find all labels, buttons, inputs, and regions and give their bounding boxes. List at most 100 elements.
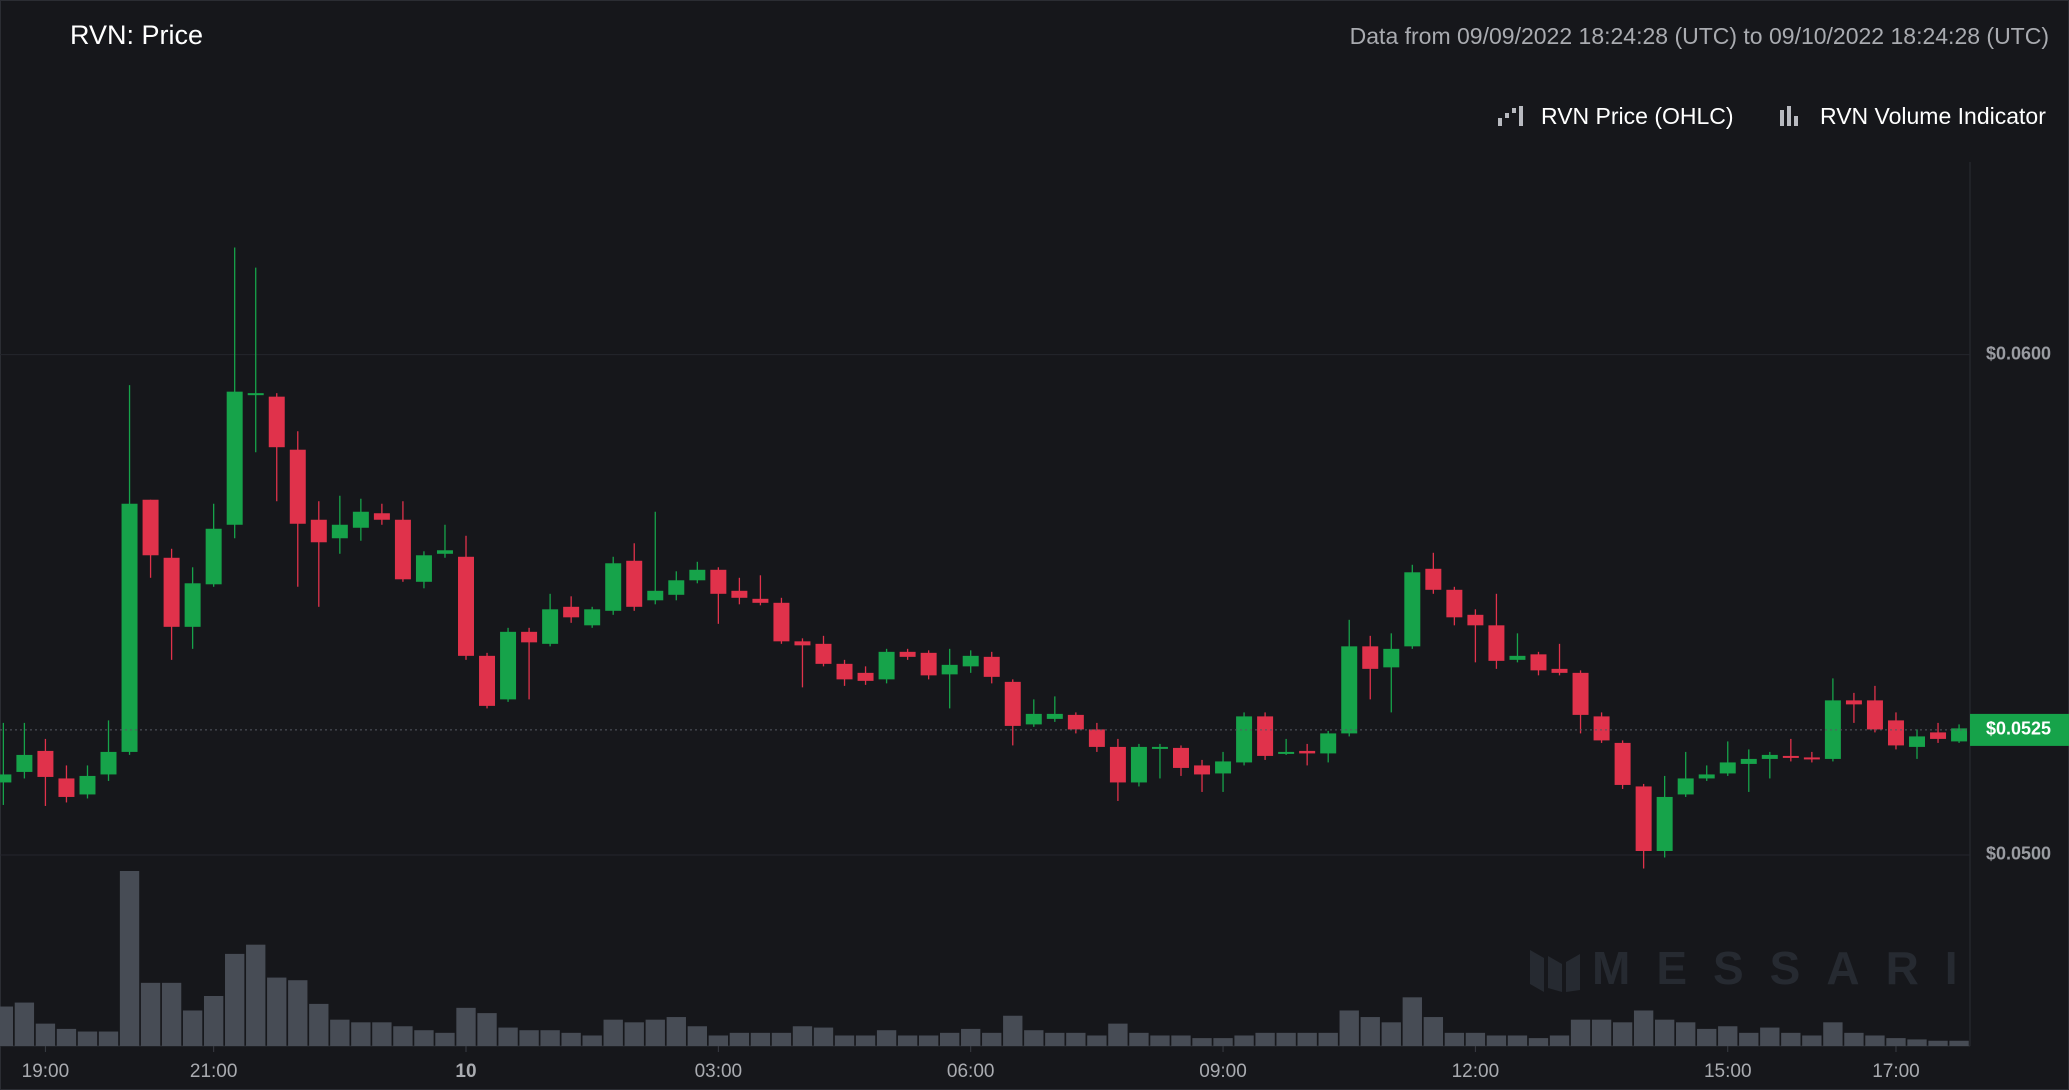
candle-body bbox=[1278, 751, 1295, 754]
x-tick-label: 19:00 bbox=[22, 1061, 70, 1082]
candle-body bbox=[226, 391, 243, 525]
last-price-label: $0.0525 bbox=[1986, 719, 2051, 739]
volume-bar bbox=[1339, 1010, 1359, 1046]
legend-price-icon bbox=[1498, 106, 1523, 126]
volume-bar bbox=[119, 871, 140, 1046]
volume-bar bbox=[855, 1035, 876, 1046]
volume-bar bbox=[56, 1028, 77, 1046]
candle-body bbox=[1509, 655, 1526, 660]
volume-bar bbox=[309, 1003, 329, 1046]
x-tick-label: 17:00 bbox=[1872, 1061, 1920, 1082]
volume-bar bbox=[961, 1028, 981, 1046]
volume-bar bbox=[918, 1035, 939, 1046]
candle-body bbox=[1088, 729, 1105, 747]
volume-bar bbox=[35, 1023, 56, 1046]
volume-bar bbox=[1949, 1040, 1969, 1046]
candle-body bbox=[1172, 747, 1189, 768]
candle-body bbox=[37, 750, 54, 777]
candle-body bbox=[647, 590, 664, 601]
candle-body bbox=[1151, 746, 1168, 749]
legend-label[interactable]: RVN Volume Indicator bbox=[1820, 103, 2046, 129]
volume-bar bbox=[140, 982, 161, 1046]
candle-body bbox=[1320, 733, 1337, 754]
volume-bar bbox=[246, 944, 266, 1046]
candle-body bbox=[142, 499, 159, 556]
volume-bar bbox=[1129, 1032, 1149, 1046]
candle-body bbox=[121, 503, 138, 752]
volume-bar bbox=[161, 982, 182, 1046]
volume-bar bbox=[834, 1035, 855, 1046]
candle-body bbox=[1866, 700, 1883, 730]
volume-bar bbox=[330, 1019, 350, 1046]
candle-body bbox=[1215, 761, 1232, 774]
candle-body bbox=[1362, 646, 1379, 669]
volume-bar bbox=[750, 1032, 771, 1046]
candle-body bbox=[1067, 714, 1084, 730]
y-tick-label: $0.0500 bbox=[1986, 844, 2051, 864]
volume-bar bbox=[1402, 997, 1422, 1046]
volume-bar bbox=[1697, 1028, 1717, 1046]
volume-bar bbox=[1507, 1035, 1528, 1046]
volume-bar bbox=[225, 953, 245, 1046]
candle-body bbox=[626, 560, 643, 607]
candle-body bbox=[1046, 713, 1063, 719]
candle-body bbox=[436, 550, 453, 554]
volume-bar bbox=[77, 1031, 98, 1046]
candle-body bbox=[857, 672, 874, 681]
volume-bar bbox=[1907, 1039, 1927, 1046]
volume-bar bbox=[477, 1013, 497, 1046]
last-price-tag bbox=[1970, 713, 2069, 746]
candle-body bbox=[1257, 716, 1274, 756]
volume-bar bbox=[939, 1032, 960, 1046]
volume-bar bbox=[666, 1017, 686, 1046]
candle-body bbox=[1782, 755, 1799, 758]
volume-bar bbox=[1066, 1032, 1086, 1046]
volume-bar bbox=[14, 1002, 35, 1046]
volume-bar bbox=[792, 1026, 813, 1046]
candle-body bbox=[773, 602, 790, 642]
candle-body bbox=[899, 651, 916, 657]
volume-bar bbox=[603, 1019, 623, 1046]
candle-body bbox=[521, 631, 538, 643]
candle-body bbox=[289, 449, 306, 524]
candle-body bbox=[1341, 646, 1358, 734]
candle-body bbox=[815, 643, 832, 664]
volume-bar bbox=[1549, 1035, 1570, 1046]
volume-bar bbox=[1213, 1038, 1233, 1046]
x-tick-label: 03:00 bbox=[695, 1061, 743, 1082]
volume-bar bbox=[351, 1022, 371, 1046]
watermark: MESSARI bbox=[1592, 942, 1984, 994]
candle-body bbox=[1698, 774, 1715, 779]
candle-body bbox=[1614, 742, 1631, 785]
volume-bar bbox=[267, 977, 287, 1046]
candle-body bbox=[1845, 700, 1862, 705]
volume-bar bbox=[645, 1019, 665, 1046]
legend-label[interactable]: RVN Price (OHLC) bbox=[1541, 103, 1734, 129]
candle-body bbox=[1488, 625, 1505, 661]
candle-body bbox=[1677, 778, 1694, 795]
candle-body bbox=[1467, 614, 1484, 626]
chart-subtitle: Data from 09/09/2022 18:24:28 (UTC) to 0… bbox=[1350, 23, 2049, 49]
candle-body bbox=[458, 556, 474, 656]
volume-bar bbox=[182, 1010, 203, 1046]
volume-bar bbox=[456, 1007, 476, 1046]
candle-body bbox=[689, 569, 706, 581]
watermark-logo bbox=[1530, 950, 1580, 992]
candle-body bbox=[1593, 716, 1610, 741]
candle-body bbox=[373, 513, 390, 520]
volume-bar bbox=[1108, 1023, 1128, 1046]
volume-bar bbox=[1444, 1032, 1465, 1046]
candle-body bbox=[100, 751, 117, 775]
volume-bar bbox=[1486, 1035, 1507, 1046]
volume-bar bbox=[1865, 1035, 1885, 1046]
volume-bar bbox=[1676, 1022, 1696, 1046]
candle-body bbox=[1004, 681, 1021, 726]
volume-bar bbox=[414, 1030, 434, 1046]
volume-bar bbox=[288, 980, 308, 1046]
candle-body bbox=[352, 511, 369, 528]
x-tick-label: 10 bbox=[455, 1061, 476, 1082]
candle-body bbox=[1425, 568, 1442, 590]
volume-bar bbox=[1276, 1032, 1296, 1046]
